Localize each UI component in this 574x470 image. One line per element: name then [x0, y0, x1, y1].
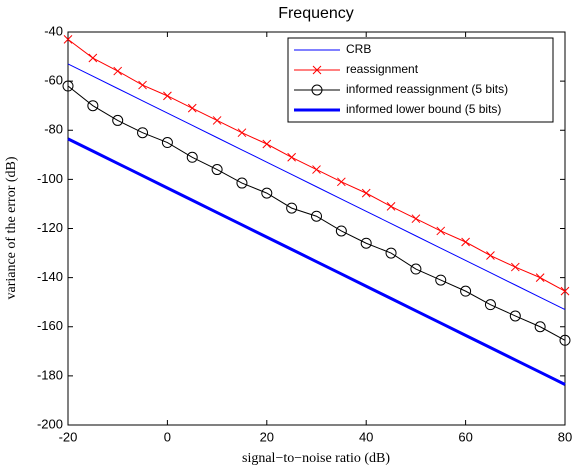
- circle-marker: [62, 80, 74, 92]
- circle-marker: [534, 321, 546, 333]
- x-marker: [187, 103, 197, 113]
- x-marker: [312, 65, 322, 75]
- x-axis-label: signal−to−noise ratio (dB): [242, 451, 390, 466]
- legend-label: CRB: [346, 42, 371, 56]
- legend-label: reassignment: [346, 62, 419, 76]
- x-marker: [411, 214, 421, 224]
- x-marker: [113, 66, 123, 76]
- x-tick-label: 80: [558, 429, 572, 444]
- y-tick-label: -120: [37, 220, 63, 235]
- legend: CRB reassignment informed reassignment (5 …: [287, 37, 554, 123]
- x-marker: [560, 286, 570, 296]
- x-marker: [510, 262, 520, 272]
- circle-marker: [559, 334, 571, 346]
- x-marker: [163, 91, 172, 101]
- x-marker: [312, 165, 321, 174]
- legend-label: informed lower bound (5 bits): [346, 102, 501, 116]
- y-tick-label: -60: [44, 73, 63, 88]
- circle-marker: [286, 202, 298, 214]
- x-marker: [461, 237, 470, 247]
- circle-marker: [87, 100, 99, 112]
- series-line: [67, 85, 566, 341]
- x-marker: [287, 152, 297, 162]
- circle-marker: [360, 237, 372, 249]
- x-marker: [386, 202, 396, 211]
- y-tick-label: -200: [37, 416, 63, 431]
- x-marker: [63, 35, 73, 44]
- circle-marker: [186, 151, 198, 163]
- circle-marker: [137, 127, 149, 139]
- x-marker: [535, 273, 545, 282]
- circle-marker: [261, 187, 273, 199]
- circle-marker: [385, 247, 397, 259]
- y-tick-label: -100: [37, 171, 63, 186]
- x-marker: [237, 128, 247, 138]
- circle-marker: [211, 164, 223, 176]
- x-marker: [336, 177, 346, 187]
- x-marker: [361, 188, 371, 198]
- y-tick-label: -140: [37, 269, 63, 284]
- circle-marker: [236, 177, 248, 189]
- y-tick-label: -180: [37, 367, 63, 382]
- x-tick-label: 60: [458, 429, 472, 444]
- circle-marker: [112, 114, 124, 126]
- x-tick-label: 0: [164, 429, 171, 444]
- circle-marker: [484, 299, 496, 311]
- circle-marker: [311, 84, 323, 96]
- series-line: [67, 137, 566, 386]
- y-tick-label: -40: [44, 23, 63, 38]
- circle-marker: [161, 137, 173, 149]
- x-marker: [212, 116, 222, 125]
- circle-marker: [410, 263, 422, 275]
- y-axis-label: variance of the error (dB): [4, 156, 19, 299]
- x-tick-label: -20: [59, 429, 78, 444]
- chart-title: Frequency: [278, 5, 354, 22]
- x-marker: [262, 139, 272, 149]
- x-marker: [88, 53, 98, 63]
- circle-marker: [435, 274, 447, 286]
- circle-marker: [311, 210, 322, 222]
- circle-marker: [509, 310, 521, 322]
- legend-box: [287, 37, 554, 123]
- x-marker: [138, 80, 147, 90]
- y-tick-label: -160: [37, 318, 63, 333]
- circle-marker: [460, 285, 472, 297]
- x-marker: [436, 226, 446, 236]
- circle-marker: [335, 225, 347, 237]
- legend-label: informed reassignment (5 bits): [346, 82, 508, 96]
- y-tick-label: -80: [44, 122, 63, 137]
- x-marker: [486, 251, 495, 260]
- series-line: [67, 63, 566, 311]
- x-tick-label: 20: [260, 429, 274, 444]
- x-tick-label: 40: [359, 429, 373, 444]
